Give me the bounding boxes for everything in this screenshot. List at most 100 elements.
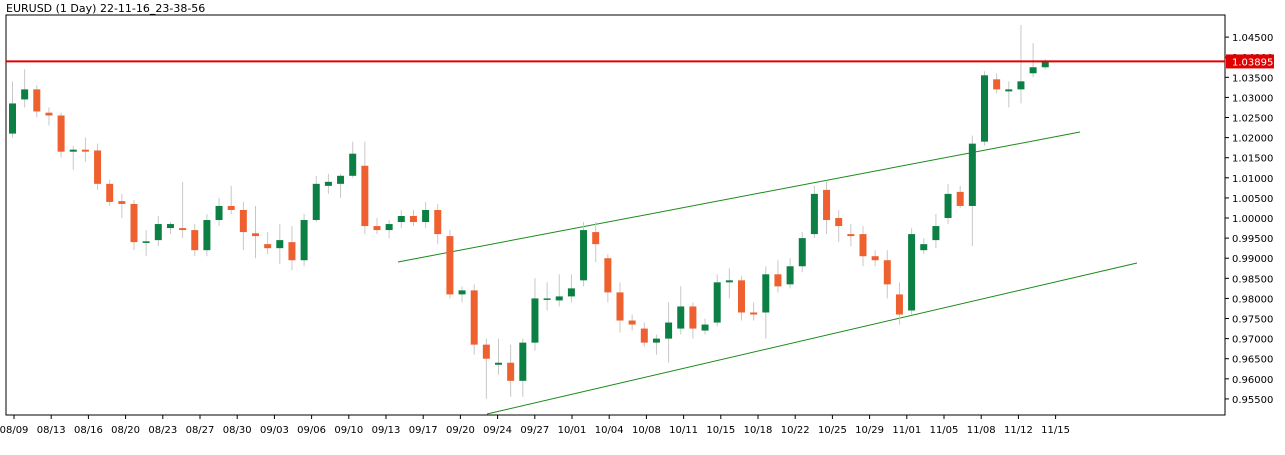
y-tick-label: 1.01500: [1232, 154, 1273, 165]
candle-body-down: [871, 256, 879, 261]
candle-body-up: [531, 298, 539, 343]
x-tick-label: 09/17: [409, 425, 438, 436]
candle-body-up: [154, 224, 162, 241]
x-tick-label: 09/13: [372, 425, 401, 436]
x-tick-label: 10/01: [558, 425, 587, 436]
candle-body-down: [409, 216, 417, 223]
candle-body-up: [567, 288, 575, 297]
candle-body-up: [677, 306, 685, 329]
candle: [944, 183, 952, 225]
candle-body-up: [349, 153, 357, 176]
x-tick-label: 10/08: [632, 425, 661, 436]
candle-body-up: [203, 220, 211, 251]
x-tick-label: 10/29: [855, 425, 884, 436]
current-price-label-bg: [1226, 54, 1274, 69]
candle: [798, 232, 806, 273]
x-tick-label: 08/30: [223, 425, 252, 436]
candle: [616, 282, 624, 333]
candle-body-down: [33, 89, 41, 112]
candle-body-up: [21, 89, 29, 100]
candle: [1005, 81, 1013, 108]
y-tick-label: 0.96500: [1232, 355, 1273, 366]
candle-body-down: [774, 274, 782, 287]
x-tick-label: 08/20: [111, 425, 140, 436]
candle: [94, 143, 102, 190]
candle-body-down: [191, 230, 199, 251]
candle: [762, 266, 770, 339]
candle: [179, 181, 187, 239]
candle: [810, 185, 818, 239]
candle: [409, 209, 417, 227]
candle: [750, 302, 758, 321]
candle: [725, 268, 733, 299]
candle: [823, 181, 831, 235]
x-tick-label: 10/04: [595, 425, 624, 436]
candle-body-down: [689, 306, 697, 329]
candle: [519, 338, 527, 397]
candle-body-up: [397, 216, 405, 223]
y-tick-label: 1.01000: [1232, 174, 1273, 185]
x-tick-label: 11/01: [892, 425, 921, 436]
x-tick-label: 08/13: [37, 425, 66, 436]
candle: [239, 201, 247, 251]
x-tick-label: 11/05: [930, 425, 959, 436]
candle: [154, 216, 162, 247]
candle-body-down: [81, 149, 89, 152]
candle-body-up: [1029, 67, 1037, 74]
y-tick-label: 1.03000: [1232, 93, 1273, 104]
candle: [883, 250, 891, 299]
candle: [543, 282, 551, 311]
candle-body-down: [264, 244, 272, 249]
candle: [349, 141, 357, 178]
x-tick-label: 09/06: [297, 425, 326, 436]
current-price-label: 1.03895: [1232, 57, 1273, 68]
candle-body-up: [324, 181, 332, 186]
candle-body-down: [835, 218, 843, 227]
candle-body-down: [434, 209, 442, 235]
candle-body-down: [227, 205, 235, 210]
candle-body-down: [592, 232, 600, 245]
y-tick-label: 0.95500: [1232, 395, 1273, 406]
y-tick-label: 0.98000: [1232, 294, 1273, 305]
candle: [786, 258, 794, 289]
x-tick-label: 09/20: [446, 425, 475, 436]
candle-body-down: [847, 234, 855, 237]
candle: [859, 226, 867, 267]
candle: [580, 222, 588, 287]
x-tick-label: 11/08: [967, 425, 996, 436]
candle-body-down: [373, 226, 381, 231]
candle-body-up: [142, 241, 150, 243]
x-tick-label: 08/16: [74, 425, 103, 436]
candle: [701, 318, 709, 335]
candle: [81, 137, 89, 162]
candle-body-down: [956, 191, 964, 206]
candle: [604, 254, 612, 303]
price-marker: 1.03895: [6, 54, 1274, 69]
candle-body-up: [422, 209, 430, 223]
candle: [276, 224, 284, 265]
x-tick-label: 09/03: [260, 425, 289, 436]
candle: [397, 209, 405, 229]
candle: [9, 81, 16, 138]
y-tick-label: 0.98500: [1232, 274, 1273, 285]
candle-body-down: [895, 294, 903, 315]
candle-body-up: [652, 338, 660, 343]
candle-body-down: [823, 189, 831, 221]
candle-body-down: [470, 290, 478, 345]
candle: [33, 85, 41, 118]
candle: [166, 222, 174, 235]
y-tick-label: 0.97500: [1232, 315, 1273, 326]
candle-body-up: [810, 193, 818, 235]
candle-body-down: [750, 312, 758, 315]
candle-body-down: [859, 234, 867, 257]
y-tick-label: 1.04500: [1232, 33, 1273, 44]
candle: [252, 205, 259, 259]
candle: [677, 286, 685, 335]
x-tick-label: 11/12: [1004, 425, 1033, 436]
candle-body-up: [665, 322, 673, 339]
candle-body-up: [798, 238, 806, 267]
candle-body-down: [94, 150, 102, 184]
candle: [227, 185, 235, 214]
candle: [932, 213, 940, 249]
